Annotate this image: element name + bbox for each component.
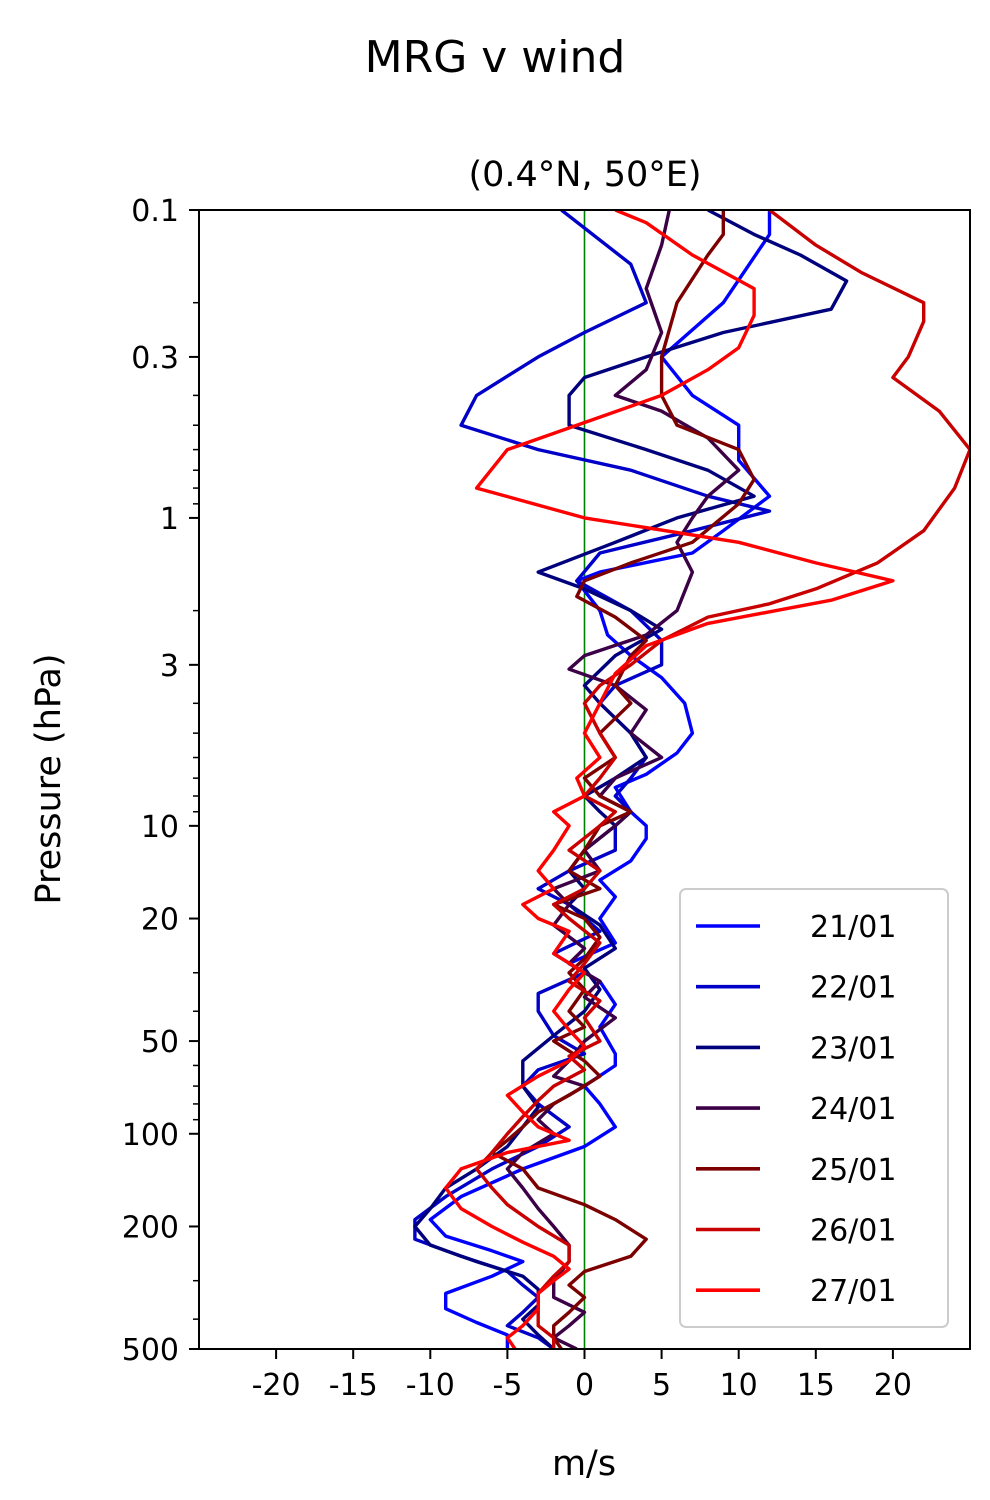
chart-suptitle: MRG v wind [365, 32, 626, 83]
y-axis-label: Pressure (hPa) [29, 653, 69, 904]
legend-box [679, 888, 949, 1328]
legend-label: 24/01 [810, 1092, 896, 1127]
x-tick-label: 5 [652, 1368, 671, 1403]
y-tick-label: 0.3 [131, 341, 179, 376]
series-line-27-01 [444, 210, 895, 1349]
x-tick-label: 10 [720, 1368, 758, 1403]
y-tick-label: 50 [141, 1025, 179, 1060]
x-tick-label: -20 [252, 1368, 301, 1403]
y-tick-label: 3 [160, 649, 179, 684]
y-tick-label: 100 [122, 1118, 179, 1153]
legend-label: 25/01 [810, 1153, 896, 1188]
legend-label: 27/01 [810, 1274, 896, 1309]
legend-label: 22/01 [810, 971, 896, 1006]
x-tick-label: -15 [329, 1368, 378, 1403]
x-tick-label: 15 [797, 1368, 835, 1403]
y-tick-label: 200 [122, 1210, 179, 1245]
legend-label: 26/01 [810, 1214, 896, 1249]
x-tick-label: 20 [874, 1368, 912, 1403]
x-tick-label: 0 [575, 1368, 594, 1403]
y-tick-label: 500 [122, 1333, 179, 1368]
y-tick-label: 0.1 [131, 194, 179, 229]
series-line-26-01 [474, 210, 970, 1349]
x-tick-label: -10 [406, 1368, 455, 1403]
legend: 21/01 22/01 23/01 24/01 25/01 26/01 27/01 [679, 888, 949, 1328]
x-axis-label: m/s [552, 1444, 616, 1484]
chart-title: (0.4°N, 50°E) [468, 155, 701, 195]
series-group [413, 210, 970, 1349]
y-tick-label: 20 [141, 903, 179, 938]
x-tick-label: -5 [492, 1368, 522, 1403]
legend-label: 21/01 [810, 910, 896, 945]
y-tick-label: 10 [141, 810, 179, 845]
legend-label: 23/01 [810, 1031, 896, 1066]
plot-area: -20 -15 -10 -5 0 5 10 15 20 0.1 0.3 1 3 10 20 50 100 200 5… [122, 194, 971, 1403]
y-tick-label: 1 [160, 502, 179, 537]
